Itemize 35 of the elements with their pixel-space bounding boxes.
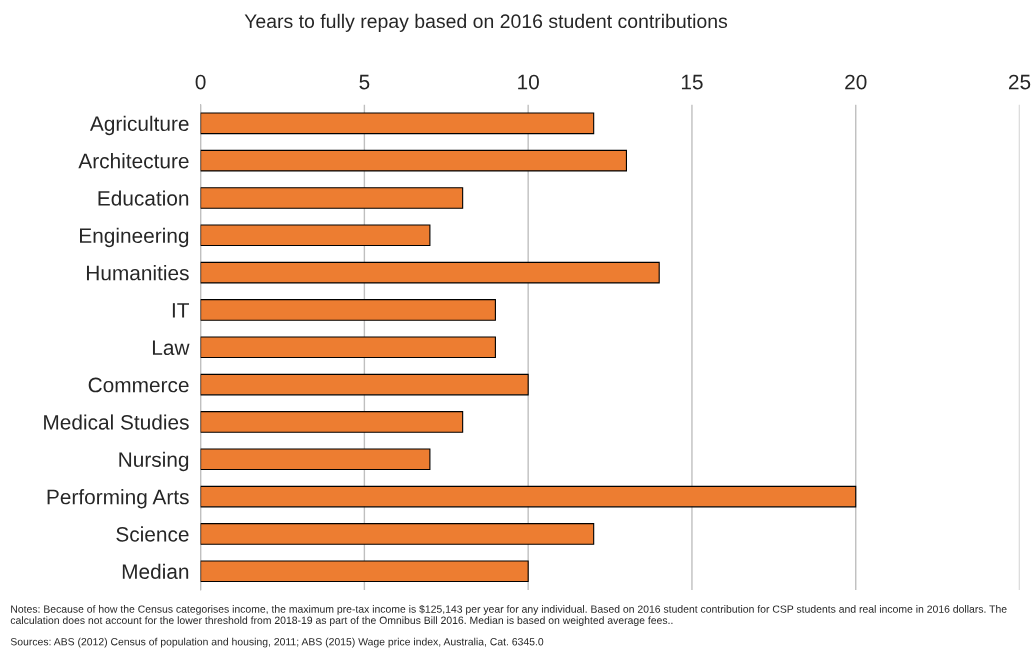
y-tick-label: IT <box>172 303 190 318</box>
bar <box>200 523 595 545</box>
y-tick-label: Performing Arts <box>47 489 189 509</box>
y-tick-label: Architecture <box>78 153 189 169</box>
bar <box>200 299 496 321</box>
y-tick-label: Nursing <box>119 451 189 472</box>
y-tick-label: Education <box>98 190 189 206</box>
y-tick-label: Law <box>152 340 190 356</box>
y-tick-label: Median <box>122 563 189 579</box>
text: Notes: Because of how the Census categorises income, the maximum pre-tax income is $125,143 per year for any individual. Based on 2016 student contribution for CSP students and real income in 2016 dollars. The calculation does not account for the lower threshold from 2018-19 as part of the Omnibus Bill 2016. Median is based on weighted average fees.. <box>10 604 1007 627</box>
x-tick-label: 15 <box>681 74 703 90</box>
bar <box>200 336 496 359</box>
bar <box>200 187 464 209</box>
y-tick-label: Science <box>116 526 189 542</box>
bar <box>200 261 660 284</box>
y-tick-label: Engineering <box>80 227 189 248</box>
source-note: Sources: ABS (2012) Census of population and housing, 2011; ABS (2015) Wage price index, Australia, Cat. 6345.0 <box>10 637 544 648</box>
bar <box>200 112 595 135</box>
x-tick-label: 20 <box>845 74 867 90</box>
bar <box>200 373 529 396</box>
y-tick-label: Agriculture <box>89 115 189 136</box>
x-tick-label: 5 <box>359 74 370 90</box>
y-tick-label: Humanities <box>86 265 189 281</box>
x-tick-label: 25 <box>1008 74 1031 90</box>
x-tick-label: 10 <box>518 74 539 90</box>
bar <box>200 224 431 247</box>
bar <box>200 411 464 433</box>
x-tick-label: 0 <box>195 74 206 90</box>
chart-title: Years to fully repay based on 2016 student contributions <box>244 13 728 32</box>
bar <box>200 448 431 471</box>
y-tick-label: Medical Studies <box>44 414 189 430</box>
bar <box>200 485 857 508</box>
bar <box>200 560 529 583</box>
bar <box>200 149 627 172</box>
y-tick-label: Commerce <box>88 377 189 393</box>
